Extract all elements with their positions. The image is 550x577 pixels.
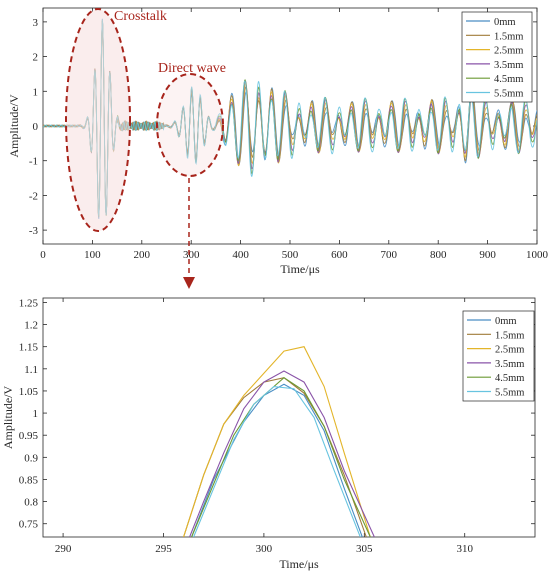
bottom-x-axis-label: Time/μs [279, 557, 319, 571]
top-y-tick-label: -2 [29, 190, 38, 202]
bottom-y-tick-label: 1.15 [19, 342, 39, 354]
top-legend-label: 2.5mm [494, 46, 523, 57]
crosstalk-ellipse [65, 8, 131, 232]
top-legend-label: 4.5mm [494, 74, 523, 85]
top-x-tick-label: 100 [84, 249, 101, 261]
top-x-tick-label: 300 [183, 249, 200, 261]
top-x-tick-label: 600 [331, 249, 348, 261]
bottom-y-tick-label: 0.95 [19, 430, 39, 442]
top-y-tick-label: 2 [33, 52, 39, 64]
top-x-tick-label: 500 [282, 249, 299, 261]
bottom-series-line-5.5mm [193, 385, 361, 537]
bottom-y-axis-label: Amplitude/V [1, 386, 15, 450]
top-legend-label: 5.5mm [494, 89, 523, 100]
top-x-tick-label: 800 [430, 249, 447, 261]
bottom-x-tick-label: 300 [256, 543, 273, 555]
bottom-legend-label: 1.5mm [495, 330, 524, 341]
bottom-legend-label: 0mm [495, 316, 517, 327]
bottom-y-tick-label: 0.8 [24, 497, 38, 509]
top-y-tick-label: -1 [29, 156, 38, 168]
top-x-tick-label: 1000 [526, 249, 549, 261]
bottom-legend [462, 310, 535, 402]
bottom-x-tick-label: 305 [356, 543, 373, 555]
direct-wave-label: Direct wave [158, 61, 226, 76]
top-legend [461, 11, 533, 103]
top-x-tick-label: 200 [134, 249, 151, 261]
bottom-y-tick-label: 1.25 [19, 297, 39, 309]
top-y-tick-label: 0 [33, 121, 39, 133]
top-x-tick-label: 700 [381, 249, 398, 261]
top-x-tick-label: 900 [479, 249, 496, 261]
bottom-legend-label: 2.5mm [495, 345, 524, 356]
bottom-series-group [183, 346, 375, 537]
zoom-arrow-head [183, 277, 195, 289]
top-legend-label: 1.5mm [494, 31, 523, 42]
bottom-y-tick-label: 0.9 [24, 452, 38, 464]
top-y-tick-label: 3 [33, 17, 39, 29]
bottom-series-line-2.5mm [183, 346, 371, 537]
top-x-tick-label: 0 [40, 249, 46, 261]
bottom-series-line-3.5mm [189, 370, 375, 537]
bottom-chart: 290 295 300 305 310 0.75 0.8 0.85 0.9 0.95 1 1.05 1.… [1, 297, 536, 571]
bottom-y-tick-label: 1 [33, 408, 39, 420]
direct-wave-ellipse [156, 73, 224, 177]
bottom-series-line-4.5mm [191, 376, 371, 537]
top-x-axis-label: Time/μs [280, 262, 320, 276]
top-y-tick-label: 1 [33, 86, 39, 98]
bottom-x-tick-label: 310 [456, 543, 473, 555]
top-legend-label: 0mm [494, 17, 516, 28]
bottom-legend-label: 4.5mm [495, 373, 524, 384]
top-y-tick-label: -3 [29, 225, 39, 237]
bottom-y-tick-label: 1.1 [24, 364, 38, 376]
crosstalk-label: Crosstalk [114, 9, 167, 24]
top-legend-label: 3.5mm [494, 60, 523, 71]
bottom-y-tick-label: 1.2 [24, 320, 38, 332]
bottom-y-tick-label: 0.85 [19, 474, 39, 486]
bottom-legend-label: 5.5mm [495, 388, 524, 399]
bottom-legend-label: 3.5mm [495, 359, 524, 370]
bottom-y-tick-label: 0.75 [19, 519, 39, 531]
annotations: Crosstalk Direct wave [65, 8, 226, 289]
bottom-plot-frame [42, 297, 536, 538]
bottom-x-tick-label: 295 [155, 543, 172, 555]
bottom-x-tick-label: 290 [55, 543, 72, 555]
top-x-tick-label: 400 [232, 249, 249, 261]
top-y-axis-label: Amplitude/V [7, 94, 21, 158]
bottom-y-tick-label: 1.05 [19, 386, 39, 398]
